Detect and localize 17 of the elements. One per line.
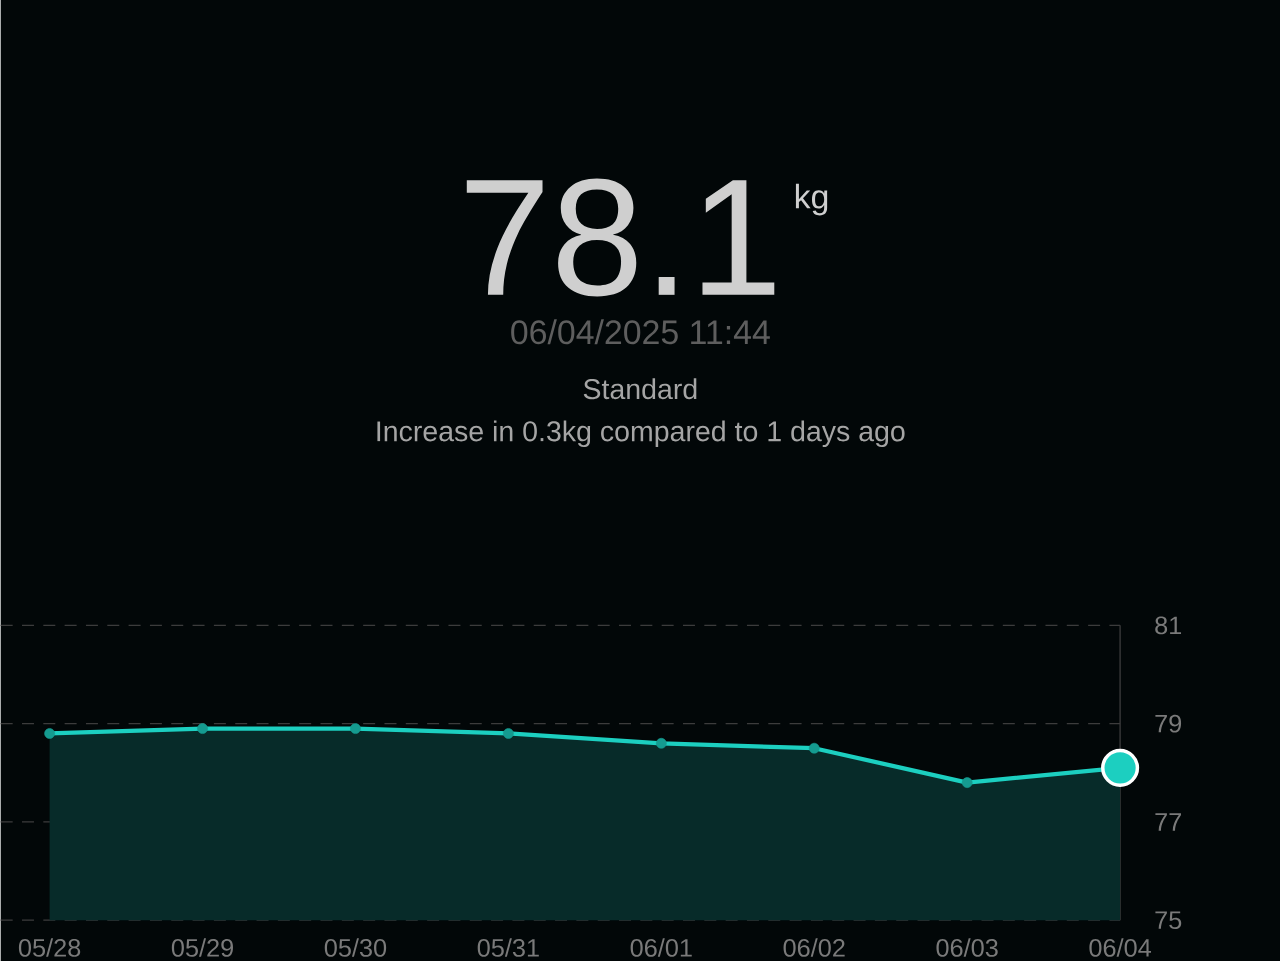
x-tick-label: 06/01 [630,938,692,957]
y-tick-label: 75 [1155,911,1182,929]
x-tick-label: 05/28 [18,938,81,957]
text: 06/04/2025 11:44 [511,319,770,345]
text: kg [795,183,828,216]
x-tick-label: 05/30 [324,938,387,957]
y-tick-label: 79 [1155,714,1182,733]
text: Standard [583,378,697,400]
x-tick-label: 06/02 [783,938,845,957]
x-tick-label: 05/29 [171,938,233,957]
chart-title: 78.1 [466,178,775,297]
x-tick-label: 06/04 [1089,938,1152,957]
y-tick-label: 81 [1155,616,1182,635]
x-tick-label: 05/31 [477,938,539,957]
text: Increase in 0.3kg compared to 1 days ago [377,420,905,447]
y-tick-label: 77 [1155,812,1182,831]
x-tick-label: 06/03 [936,938,998,957]
